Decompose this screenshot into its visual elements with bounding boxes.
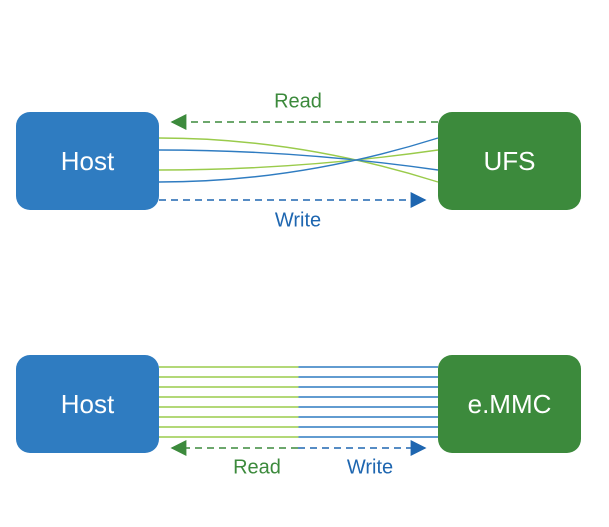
edge-ufs-cross-2 xyxy=(159,150,438,170)
label-write-top: Write xyxy=(275,209,321,231)
label-read-top: Read xyxy=(274,90,322,112)
node-host2: Host xyxy=(16,355,159,453)
node-label-host2: Host xyxy=(61,389,115,419)
label-write-bottom: Write xyxy=(347,456,393,478)
edge-ufs-cross-3 xyxy=(159,150,438,170)
edge-ufs-cross-1 xyxy=(159,138,438,182)
node-label-ufs: UFS xyxy=(484,146,536,176)
label-read-bottom: Read xyxy=(233,456,281,478)
diagram-canvas: Host UFS Host e.MMC Read Write Read Write xyxy=(0,0,609,527)
node-label-emmc: e.MMC xyxy=(468,389,552,419)
node-emmc: e.MMC xyxy=(438,355,581,453)
node-host1: Host xyxy=(16,112,159,210)
node-ufs: UFS xyxy=(438,112,581,210)
edge-ufs-cross-4 xyxy=(159,138,438,182)
node-label-host1: Host xyxy=(61,146,115,176)
